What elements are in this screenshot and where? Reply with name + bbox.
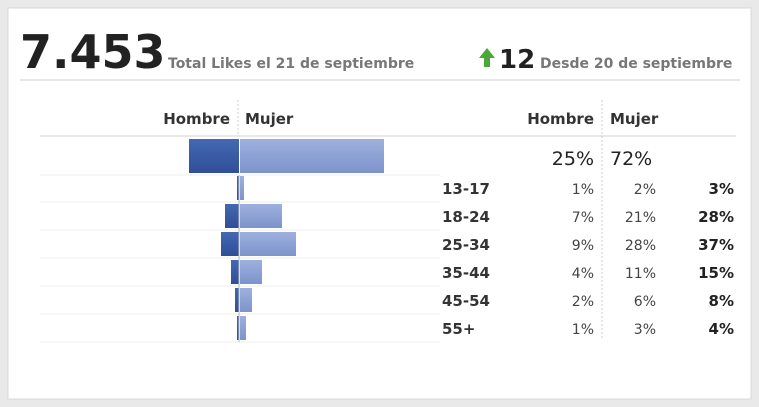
age-label: 45-54 — [442, 292, 490, 310]
female-bar — [240, 176, 244, 200]
age-label: 13-17 — [442, 180, 490, 198]
left-heading: Hombre — [163, 110, 230, 128]
total-percent: 28% — [698, 208, 734, 226]
male-bar — [235, 288, 239, 312]
total-percent: 25% — [552, 148, 594, 170]
male-percent: 4% — [572, 266, 594, 282]
male-percent: 7% — [572, 210, 594, 226]
total-percent: 72% — [610, 148, 652, 170]
female-percent: 11% — [625, 266, 656, 282]
male-percent: 2% — [572, 294, 594, 310]
change-value: 12 — [499, 45, 535, 75]
female-percent: 21% — [625, 210, 656, 226]
female-percent: 2% — [634, 182, 656, 198]
female-percent: 3% — [634, 322, 656, 338]
female-bar — [240, 139, 384, 173]
male-percent: 1% — [572, 322, 594, 338]
male-bar — [225, 204, 239, 228]
age-label: 55+ — [442, 320, 475, 338]
male-percent: 9% — [572, 238, 594, 254]
female-bar — [240, 316, 246, 340]
total-percent: 37% — [698, 236, 734, 254]
total-likes: 7.453 — [20, 25, 166, 79]
male-bar — [237, 316, 239, 340]
total-percent: 4% — [709, 320, 734, 338]
change-caption: Desde 20 de septiembre — [540, 56, 732, 72]
total-percent: 15% — [698, 264, 734, 282]
female-bar — [240, 260, 262, 284]
right-heading: Mujer — [245, 110, 294, 128]
male-bar — [237, 176, 239, 200]
age-label: 18-24 — [442, 208, 490, 226]
column-heading: Mujer — [610, 110, 659, 128]
total-caption: Total Likes el 21 de septiembre — [168, 56, 414, 72]
age-label: 25-34 — [442, 236, 490, 254]
panel — [7, 7, 752, 400]
female-percent: 6% — [634, 294, 656, 310]
male-bar — [189, 139, 239, 173]
female-bar — [240, 232, 296, 256]
column-heading: Hombre — [527, 110, 594, 128]
total-percent: 8% — [709, 292, 734, 310]
total-percent: 3% — [709, 180, 734, 198]
female-bar — [240, 204, 282, 228]
up-arrow — [479, 48, 495, 67]
male-bar — [231, 260, 239, 284]
female-percent: 28% — [625, 238, 656, 254]
age-label: 35-44 — [442, 264, 490, 282]
female-bar — [240, 288, 252, 312]
male-bar — [221, 232, 239, 256]
male-percent: 1% — [572, 182, 594, 198]
